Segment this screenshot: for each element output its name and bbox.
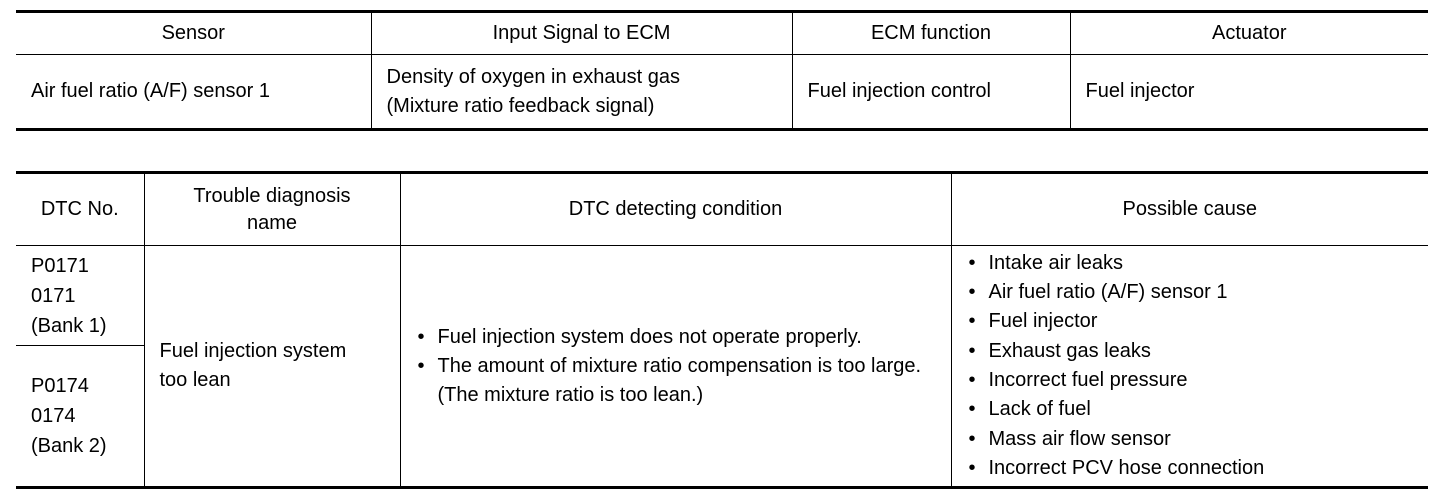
dtc-table-header-row: DTC No. Trouble diagnosis name DTC detec… bbox=[16, 172, 1428, 246]
trouble-name-line1: Fuel injection system bbox=[159, 340, 347, 362]
dtc-bank: (Bank 2) bbox=[31, 435, 107, 457]
dtc-code: P0174 bbox=[31, 375, 89, 397]
cause-item: Incorrect fuel pressure bbox=[967, 366, 1414, 396]
cause-list: Intake air leaks Air fuel ratio (A/F) se… bbox=[967, 249, 1414, 484]
cell-sensor: Air fuel ratio (A/F) sensor 1 bbox=[31, 80, 270, 102]
cell-actuator: Fuel injector bbox=[1069, 54, 1428, 130]
cause-item: Lack of fuel bbox=[967, 395, 1414, 425]
cause-item: Mass air flow sensor bbox=[967, 425, 1414, 455]
input-signal-line2: (Mixture ratio feedback signal) bbox=[386, 94, 655, 117]
header-sensor: Sensor bbox=[16, 11, 371, 55]
cause-item: Air fuel ratio (A/F) sensor 1 bbox=[967, 278, 1414, 308]
cell-trouble-name: Fuel injection system too lean bbox=[143, 245, 400, 488]
dtc-code-short: 0174 bbox=[31, 405, 76, 427]
cause-item: Exhaust gas leaks bbox=[967, 337, 1414, 367]
header-detecting-condition: DTC detecting condition bbox=[399, 172, 951, 246]
dtc-code-short: 0171 bbox=[31, 284, 76, 307]
cell-possible-cause: Intake air leaks Air fuel ratio (A/F) se… bbox=[950, 245, 1428, 488]
signal-table-header-row: Sensor Input Signal to ECM ECM function … bbox=[16, 11, 1428, 55]
header-possible-cause: Possible cause bbox=[950, 172, 1428, 246]
header-actuator: Actuator bbox=[1069, 11, 1428, 55]
dtc-table: DTC No. Trouble diagnosis name DTC detec… bbox=[16, 171, 1428, 489]
header-trouble-name-line2: name bbox=[246, 211, 298, 234]
cause-item: Fuel injector bbox=[967, 307, 1414, 337]
header-ecm-function: ECM function bbox=[791, 11, 1070, 55]
header-trouble-name-line1: Trouble diagnosis bbox=[193, 184, 351, 207]
dtc-bank: (Bank 1) bbox=[31, 314, 107, 337]
condition-item: The amount of mixture ratio compensation… bbox=[416, 352, 936, 410]
table-row: P0171 0171 (Bank 1) Fuel injection syste… bbox=[16, 245, 1428, 488]
cell-dtc-bank1: P0171 0171 (Bank 1) bbox=[16, 245, 144, 346]
cause-item: Intake air leaks bbox=[967, 249, 1414, 279]
cell-detecting-condition: Fuel injection system does not operate p… bbox=[399, 245, 951, 488]
condition-list: Fuel injection system does not operate p… bbox=[416, 323, 936, 410]
header-dtc-no: DTC No. bbox=[16, 172, 144, 246]
cell-ecm-function: Fuel injection control bbox=[791, 54, 1070, 130]
header-input-signal: Input Signal to ECM bbox=[370, 11, 792, 55]
cause-item: Incorrect PCV hose connection bbox=[967, 454, 1414, 484]
table-row: Air fuel ratio (A/F) sensor 1 Density of… bbox=[16, 54, 1428, 130]
table-row: P0174 0174 (Bank 2) bbox=[16, 346, 1428, 488]
dtc-code: P0171 bbox=[31, 254, 89, 277]
cell-dtc-bank2: P0174 0174 (Bank 2) bbox=[16, 346, 144, 488]
condition-item: Fuel injection system does not operate p… bbox=[416, 323, 936, 352]
cell-input-signal: Density of oxygen in exhaust gas (Mixtur… bbox=[370, 54, 792, 130]
signal-table: Sensor Input Signal to ECM ECM function … bbox=[16, 10, 1428, 131]
trouble-name-line2: too lean bbox=[159, 369, 231, 391]
input-signal-line1: Density of oxygen in exhaust gas bbox=[386, 65, 681, 88]
header-trouble-name: Trouble diagnosis name bbox=[143, 172, 400, 246]
